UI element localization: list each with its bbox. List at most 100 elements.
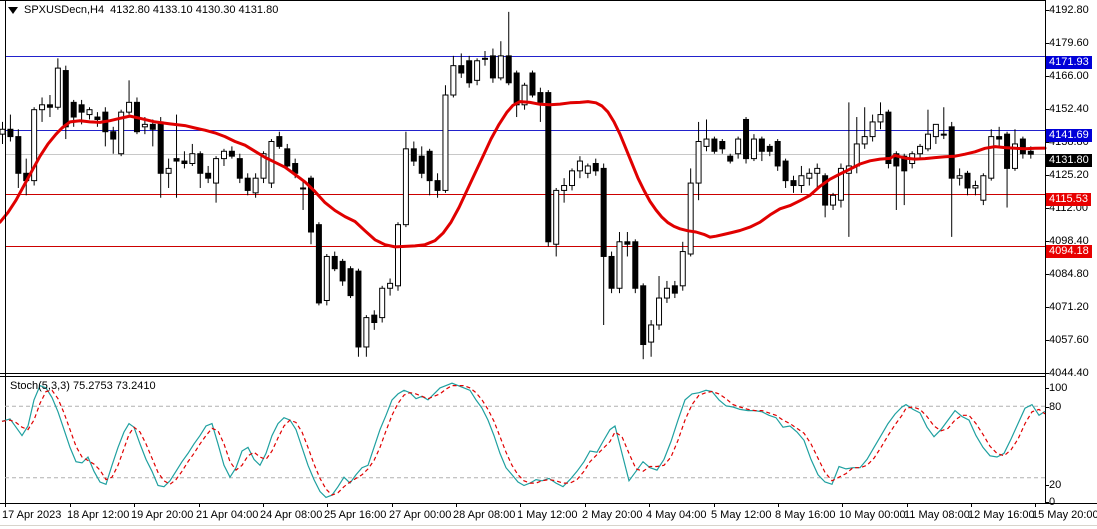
candle-body — [1019, 138, 1026, 155]
candle-body — [70, 101, 77, 118]
candle-body — [980, 175, 987, 201]
candle-body — [663, 287, 670, 299]
price-tick-label: 4084.80 — [1049, 268, 1089, 280]
candle-body — [315, 224, 322, 304]
candle-body — [988, 136, 995, 179]
symbol-period-label: SPXUSDecn,H4 — [24, 4, 105, 16]
candle-body — [110, 131, 117, 140]
time-tick-label: 18 Apr 12:00 — [67, 509, 130, 521]
candle-body — [220, 150, 227, 160]
price-highlight-label-blue: 4141.69 — [1046, 129, 1092, 142]
candle-body — [671, 285, 678, 294]
candle-body — [592, 163, 599, 172]
candle-body — [323, 255, 330, 301]
candle-body — [814, 167, 821, 174]
symbol-dropdown-icon[interactable] — [8, 6, 18, 14]
candle-body — [584, 165, 591, 174]
candle-body — [126, 101, 133, 113]
price-tick-label: 4044.40 — [1049, 367, 1089, 379]
candle-body — [687, 182, 694, 255]
candle-body — [244, 177, 251, 191]
candle-body — [450, 65, 457, 96]
candle-body — [260, 153, 267, 179]
candle-body — [735, 138, 742, 155]
candle-body — [743, 118, 750, 160]
candle-body — [434, 180, 441, 191]
moving-average-line — [0, 100, 1047, 249]
candle-body — [758, 138, 765, 152]
time-tick-label: 25 Apr 16:00 — [324, 509, 387, 521]
candle-body — [197, 153, 204, 174]
candle-body — [600, 167, 607, 257]
candle-body — [54, 67, 61, 108]
candle-body — [822, 175, 829, 206]
candle-body — [284, 148, 291, 167]
price-tick-label: 4179.60 — [1049, 37, 1089, 49]
candle-body — [616, 241, 623, 289]
time-tick-label: 17 Apr 2023 — [2, 509, 62, 521]
candle-body — [790, 180, 797, 187]
candle-body — [624, 241, 631, 245]
stoch-tick-label: 80 — [1049, 401, 1062, 413]
candle-body — [893, 153, 900, 167]
candle-body — [901, 155, 908, 172]
candle-body — [545, 92, 552, 243]
candle-body — [830, 194, 837, 206]
price-tick-label: 4112.00 — [1049, 202, 1088, 214]
chart-title-row: SPXUSDecn,H4 4132.80 4133.10 4130.30 413… — [8, 4, 278, 16]
candle-body — [537, 92, 544, 103]
candle-body — [956, 175, 963, 179]
candle-body — [402, 148, 409, 226]
candle-body — [529, 72, 536, 96]
price-highlight-label-red: 4094.18 — [1046, 245, 1092, 258]
candle-body — [513, 72, 520, 106]
candle-body — [189, 153, 196, 165]
price-tick-label: 4138.80 — [1049, 136, 1089, 148]
candle-body — [387, 282, 394, 289]
candle-body — [806, 172, 813, 179]
candle-body — [553, 189, 560, 245]
stoch-tick-label: 100 — [1049, 382, 1068, 394]
candle-body — [442, 94, 449, 191]
time-tick-label: 5 May 12:00 — [711, 509, 772, 521]
candle-body — [972, 185, 979, 189]
candle-body — [940, 133, 947, 136]
candle-body — [149, 123, 156, 130]
candle-body — [228, 150, 235, 157]
candle-body — [750, 138, 757, 160]
candle-body — [497, 55, 504, 79]
candle-body — [157, 121, 164, 174]
candle-body — [948, 126, 955, 179]
stoch-tick-label: 0 — [1049, 496, 1056, 508]
price-tick-label: 4125.20 — [1049, 169, 1089, 181]
candle-body — [521, 84, 528, 106]
candle-body — [608, 255, 615, 289]
candle-body — [276, 136, 283, 147]
candle-body — [877, 114, 884, 123]
candle-body — [458, 65, 465, 74]
candle-body — [932, 123, 939, 138]
time-tick-label: 11 May 08:00 — [904, 509, 970, 521]
candle-body — [474, 60, 481, 81]
candle-body — [307, 177, 314, 233]
price-tick-label: 4166.00 — [1049, 70, 1089, 82]
candle-body — [31, 109, 38, 182]
candle-body — [505, 55, 512, 84]
candle-body — [410, 148, 417, 162]
candle-body — [766, 145, 773, 152]
candle-body — [837, 167, 844, 201]
candle-body — [774, 140, 781, 167]
candle-body — [640, 285, 647, 346]
candle-body — [1004, 133, 1011, 169]
candle-body — [86, 109, 93, 116]
candle-body — [466, 60, 473, 84]
candle-body — [418, 155, 425, 174]
candle-body — [331, 255, 338, 270]
candle-body — [924, 133, 931, 150]
candle-body — [996, 136, 1003, 140]
candle-body — [118, 111, 125, 155]
ohlc-values: 4132.80 4133.10 4130.30 4131.80 — [110, 4, 279, 16]
time-tick-label: 12 May 16:00 — [968, 509, 1035, 521]
